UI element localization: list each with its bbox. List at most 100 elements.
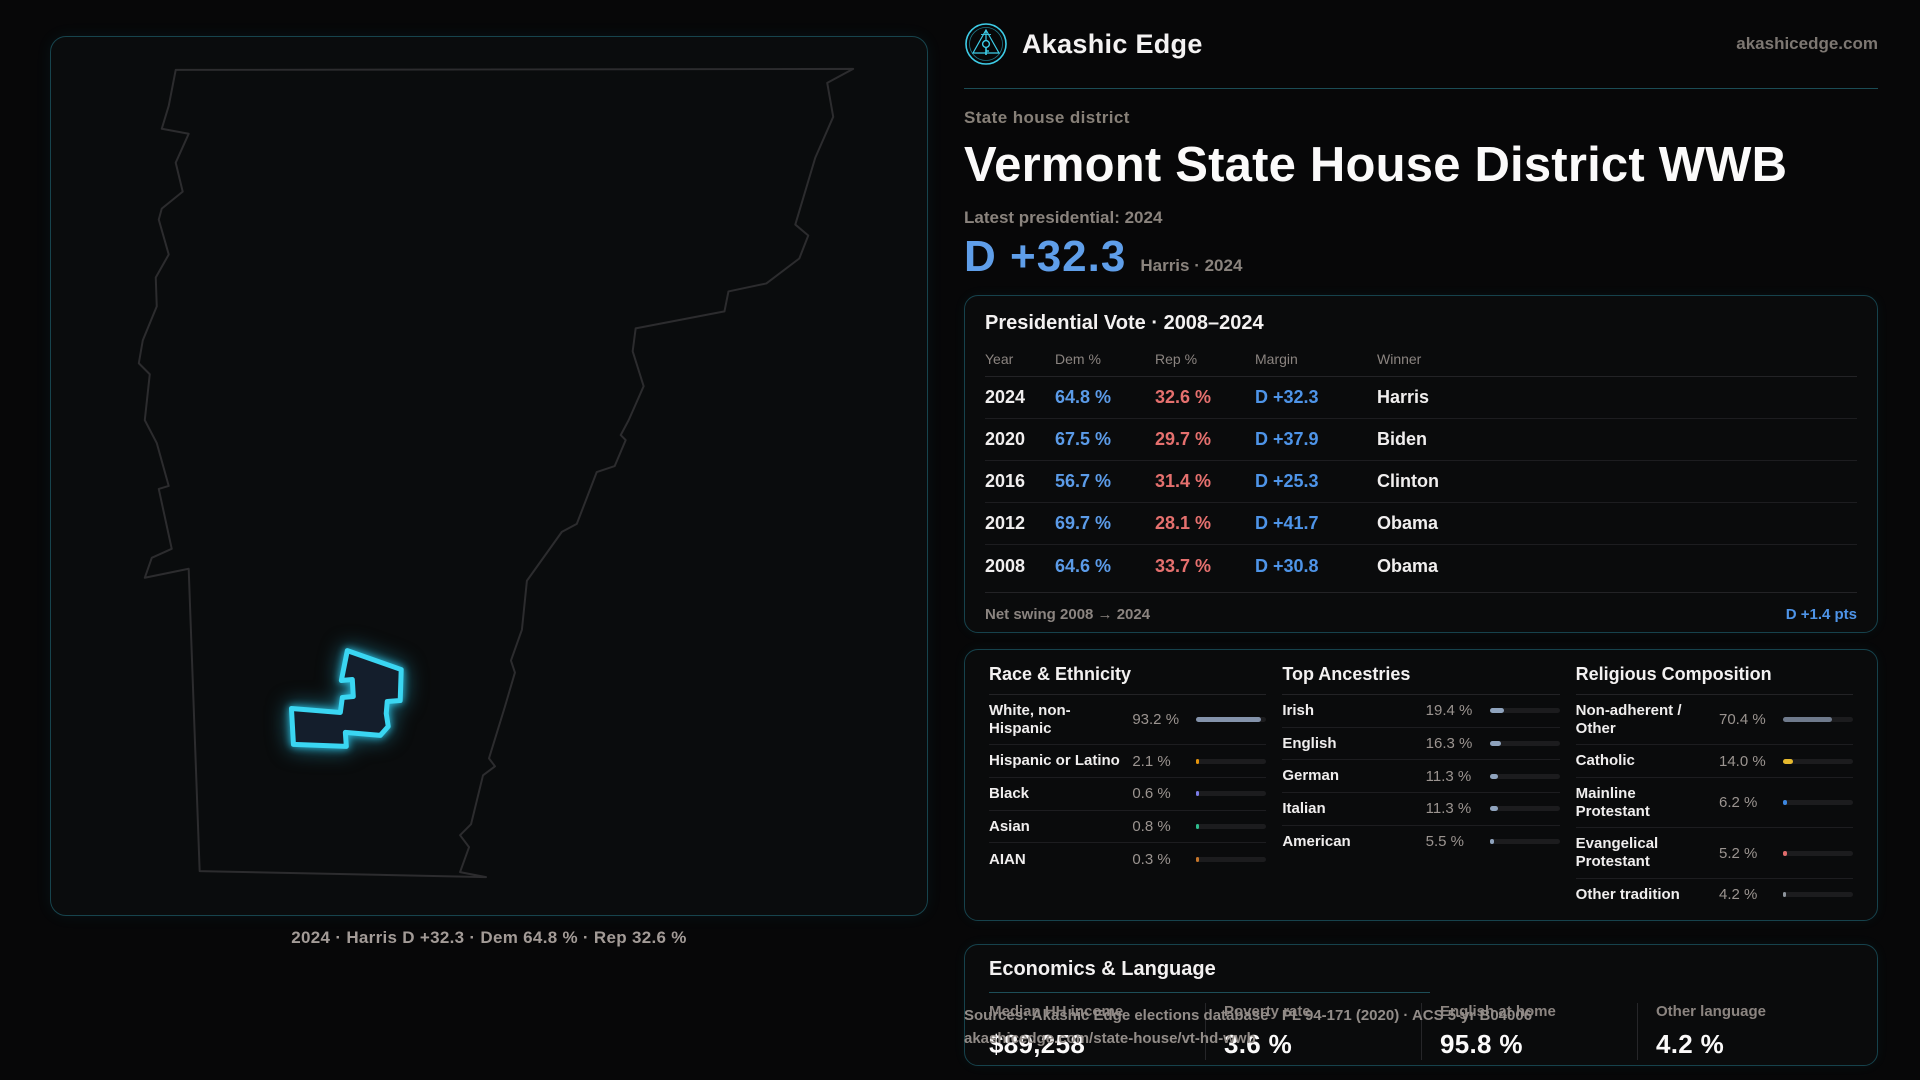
stat-row[interactable]: AIAN 0.3 %: [989, 843, 1267, 875]
stat-bar-track: [1489, 741, 1560, 747]
stat-label: Hispanic or Latino: [989, 752, 1120, 770]
stat-bar-track: [1489, 773, 1560, 779]
economic-stat: Poverty rate 3.6 %: [1205, 1003, 1421, 1060]
stat-value: 3.6 %: [1224, 1029, 1292, 1059]
cell-rep-pct: 33.7 %: [1155, 555, 1212, 576]
cell-rep-pct: 29.7 %: [1155, 429, 1212, 449]
cell-year: 2016: [985, 471, 1026, 491]
net-swing-label: Net swing 2008 → 2024: [985, 606, 1151, 623]
stat-bar-track: [1783, 800, 1853, 806]
stat-label: AIAN: [989, 850, 1026, 868]
stat-value: 6.2 %: [1719, 794, 1758, 812]
cell-year: 2012: [985, 513, 1026, 533]
stat-value: 0.3 %: [1132, 850, 1171, 868]
table-row[interactable]: 2016 56.7 % 31.4 % D +25.3 Clinton: [985, 461, 1857, 503]
stat-label: Other tradition: [1575, 885, 1680, 903]
card-title: Presidential Vote · 2008–2024: [985, 312, 1264, 334]
stat-bar-track: [1196, 856, 1267, 862]
stat-bar-fill: [1489, 708, 1504, 714]
brand-name: Akashic Edge: [1022, 28, 1203, 59]
stat-row[interactable]: Hispanic or Latino 2.1 %: [989, 745, 1267, 779]
table-row[interactable]: 2012 69.7 % 28.1 % D +41.7 Obama: [985, 503, 1857, 545]
stat-row[interactable]: White, non-Hispanic 93.2 %: [989, 695, 1267, 746]
stat-label: English: [1282, 734, 1337, 752]
stat-row[interactable]: Asian 0.8 %: [989, 811, 1267, 844]
stat-row[interactable]: Evangelical Protestant 5.2 %: [1575, 828, 1853, 879]
stat-row[interactable]: Black 0.6 %: [989, 778, 1267, 811]
table-row[interactable]: 2020 67.5 % 29.7 % D +37.9 Biden: [985, 419, 1857, 461]
stat-row[interactable]: Irish 19.4 %: [1282, 695, 1560, 728]
cell-winner: Obama: [1377, 513, 1439, 533]
stat-value: 95.8 %: [1440, 1029, 1523, 1059]
stat-value: 0.6 %: [1132, 785, 1171, 803]
stat-row[interactable]: Non-adherent / Other 70.4 %: [1575, 695, 1853, 746]
stat-bar-track: [1196, 791, 1267, 797]
stat-bar-track: [1196, 717, 1267, 723]
col-rep: Rep %: [1155, 351, 1198, 367]
stat-label: Median HH income: [989, 1003, 1124, 1020]
stat-row[interactable]: Catholic 14.0 %: [1575, 745, 1853, 779]
stat-bar-fill: [1489, 773, 1498, 779]
stat-label: American: [1282, 832, 1351, 850]
stat-bar-fill: [1489, 741, 1501, 747]
stat-bar-track: [1489, 839, 1560, 845]
site-url[interactable]: akashicedge.com: [1736, 34, 1878, 53]
stat-bar-track: [1783, 850, 1853, 856]
cell-rep-pct: 28.1 %: [1155, 513, 1212, 533]
economic-stat: English at home 95.8 %: [1421, 1003, 1637, 1060]
stat-bar-fill: [1196, 758, 1200, 764]
district-wwb-shape[interactable]: [288, 648, 404, 749]
cell-rep-pct: 32.6 %: [1155, 387, 1212, 407]
stat-label: White, non-Hispanic: [989, 702, 1071, 737]
table-header: Year Dem % Rep % Margin Winner: [985, 351, 1857, 377]
cell-margin: D +25.3: [1255, 471, 1319, 491]
stat-value: 93.2 %: [1132, 711, 1180, 729]
stat-value: 5.2 %: [1719, 844, 1758, 862]
col-winner: Winner: [1377, 351, 1422, 367]
stat-label: Italian: [1282, 800, 1326, 818]
stat-value: 70.4 %: [1719, 711, 1766, 729]
vermont-map: [137, 67, 855, 879]
demographic-section: Religious Composition Non-adherent / Othe…: [1575, 664, 1853, 911]
stat-row[interactable]: American 5.5 %: [1282, 826, 1560, 858]
stat-row[interactable]: Other tradition 4.2 %: [1576, 879, 1853, 911]
stat-label: Mainline Protestant: [1575, 785, 1650, 820]
economic-stat: Other language 4.2 %: [1637, 1003, 1853, 1060]
stat-bar-fill: [1196, 824, 1200, 830]
economics-divider: [989, 992, 1430, 993]
stat-label: Poverty rate: [1224, 1003, 1311, 1020]
stat-row[interactable]: Italian 11.3 %: [1282, 793, 1560, 826]
col-dem: Dem %: [1055, 351, 1101, 367]
demographic-section: Race & Ethnicity White, non-Hispanic 93.2 …: [989, 664, 1267, 911]
net-swing-value: D +1.4 pts: [1785, 606, 1857, 623]
cell-margin: D +41.7: [1255, 513, 1319, 533]
cell-margin: D +30.8: [1255, 555, 1319, 576]
cell-margin: D +32.3: [1255, 387, 1319, 407]
cell-winner: Biden: [1377, 429, 1428, 449]
stat-bar-fill: [1489, 839, 1494, 845]
stat-value: 16.3 %: [1425, 735, 1473, 753]
cell-dem-pct: 67.5 %: [1055, 429, 1112, 449]
table-row[interactable]: 2008 64.6 % 33.7 % D +30.8 Obama: [985, 545, 1857, 587]
header-divider: [964, 88, 1878, 89]
section-title: Religious Composition: [1575, 664, 1772, 684]
stat-row[interactable]: Mainline Protestant 6.2 %: [1575, 778, 1853, 829]
stat-bar-fill: [1783, 717, 1832, 723]
stat-value: 4.2 %: [1656, 1029, 1724, 1059]
map-caption: 2024 · Harris D +32.3 · Dem 64.8 % · Rep…: [291, 928, 687, 947]
stat-bar-fill: [1783, 892, 1786, 898]
stat-row[interactable]: English 16.3 %: [1282, 728, 1560, 761]
card-title: Economics & Language: [989, 958, 1216, 980]
cell-margin: D +37.9: [1255, 429, 1319, 449]
stat-row[interactable]: German 11.3 %: [1282, 760, 1560, 794]
cell-dem-pct: 69.7 %: [1055, 513, 1112, 533]
demographic-section: Top Ancestries Irish 19.4 % English 16.3 % Ge…: [1282, 664, 1560, 911]
brand[interactable]: Akashic Edge: [964, 22, 1203, 66]
stat-bar-fill: [1489, 806, 1498, 812]
cell-dem-pct: 64.6 %: [1055, 555, 1112, 576]
col-margin: Margin: [1255, 351, 1298, 367]
table-row[interactable]: 2024 64.8 % 32.6 % D +32.3 Harris: [985, 377, 1857, 419]
stat-bar-track: [1783, 892, 1853, 898]
cell-winner: Clinton: [1377, 471, 1439, 491]
district-map-panel[interactable]: [50, 36, 928, 916]
